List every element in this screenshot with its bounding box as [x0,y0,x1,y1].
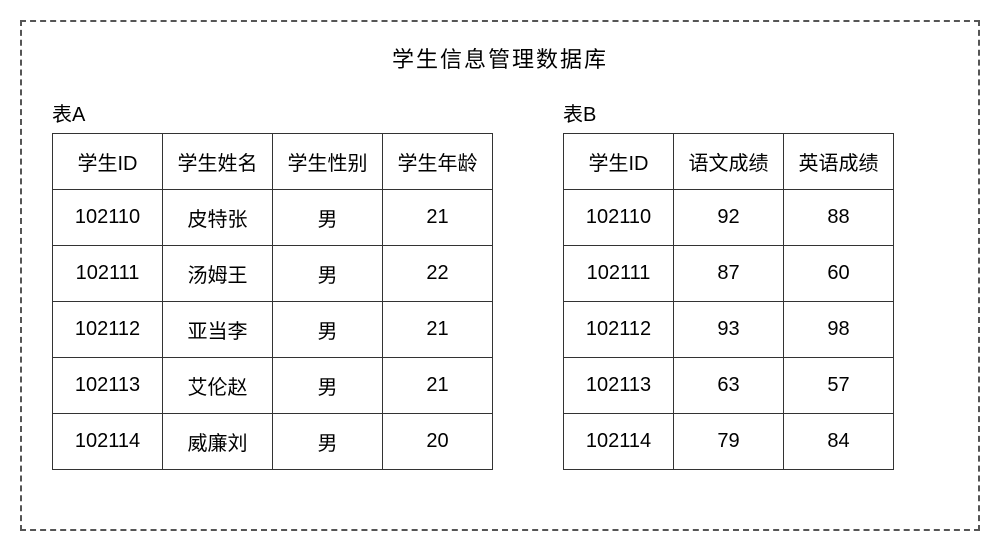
table-row: 102114 威廉刘 男 20 [53,414,493,470]
cell: 102114 [53,414,163,470]
table-b-block: 表B 学生ID 语文成绩 英语成绩 102110 92 88 [563,98,894,470]
cell: 79 [674,414,784,470]
cell: 102112 [53,302,163,358]
cell: 92 [674,190,784,246]
cell: 102111 [564,246,674,302]
cell: 男 [273,414,383,470]
cell: 21 [383,358,493,414]
tables-row: 表A 学生ID 学生姓名 学生性别 学生年龄 102110 皮特张 男 2 [52,98,948,470]
cell: 皮特张 [163,190,273,246]
cell: 102112 [564,302,674,358]
table-row: 102112 93 98 [564,302,894,358]
cell: 57 [784,358,894,414]
table-b-label: 表B [563,98,894,127]
table-b-col-1: 语文成绩 [674,134,784,190]
cell: 22 [383,246,493,302]
cell: 88 [784,190,894,246]
table-row: 102110 皮特张 男 21 [53,190,493,246]
table-row: 102114 79 84 [564,414,894,470]
table-a-col-3: 学生年龄 [383,134,493,190]
cell: 102111 [53,246,163,302]
database-container: 学生信息管理数据库 表A 学生ID 学生姓名 学生性别 学生年龄 102110 … [20,20,980,531]
cell: 87 [674,246,784,302]
cell: 21 [383,190,493,246]
cell: 威廉刘 [163,414,273,470]
cell: 102113 [564,358,674,414]
cell: 亚当李 [163,302,273,358]
table-row: 102112 亚当李 男 21 [53,302,493,358]
table-a: 学生ID 学生姓名 学生性别 学生年龄 102110 皮特张 男 21 1021… [52,133,493,470]
table-b: 学生ID 语文成绩 英语成绩 102110 92 88 102111 87 60 [563,133,894,470]
table-row: 102111 87 60 [564,246,894,302]
cell: 男 [273,190,383,246]
cell: 20 [383,414,493,470]
cell: 男 [273,358,383,414]
table-a-col-2: 学生性别 [273,134,383,190]
table-row: 102110 92 88 [564,190,894,246]
table-row: 102113 艾伦赵 男 21 [53,358,493,414]
cell: 21 [383,302,493,358]
table-a-col-0: 学生ID [53,134,163,190]
cell: 60 [784,246,894,302]
cell: 102110 [564,190,674,246]
page-title: 学生信息管理数据库 [52,42,948,74]
table-row: 102113 63 57 [564,358,894,414]
cell: 102114 [564,414,674,470]
cell: 84 [784,414,894,470]
table-row: 102111 汤姆王 男 22 [53,246,493,302]
cell: 102110 [53,190,163,246]
table-b-header-row: 学生ID 语文成绩 英语成绩 [564,134,894,190]
table-a-block: 表A 学生ID 学生姓名 学生性别 学生年龄 102110 皮特张 男 2 [52,98,493,470]
table-b-col-0: 学生ID [564,134,674,190]
cell: 102113 [53,358,163,414]
table-a-header-row: 学生ID 学生姓名 学生性别 学生年龄 [53,134,493,190]
cell: 男 [273,302,383,358]
table-a-col-1: 学生姓名 [163,134,273,190]
cell: 98 [784,302,894,358]
cell: 汤姆王 [163,246,273,302]
table-a-label: 表A [52,98,493,127]
cell: 63 [674,358,784,414]
cell: 男 [273,246,383,302]
table-b-col-2: 英语成绩 [784,134,894,190]
cell: 93 [674,302,784,358]
cell: 艾伦赵 [163,358,273,414]
